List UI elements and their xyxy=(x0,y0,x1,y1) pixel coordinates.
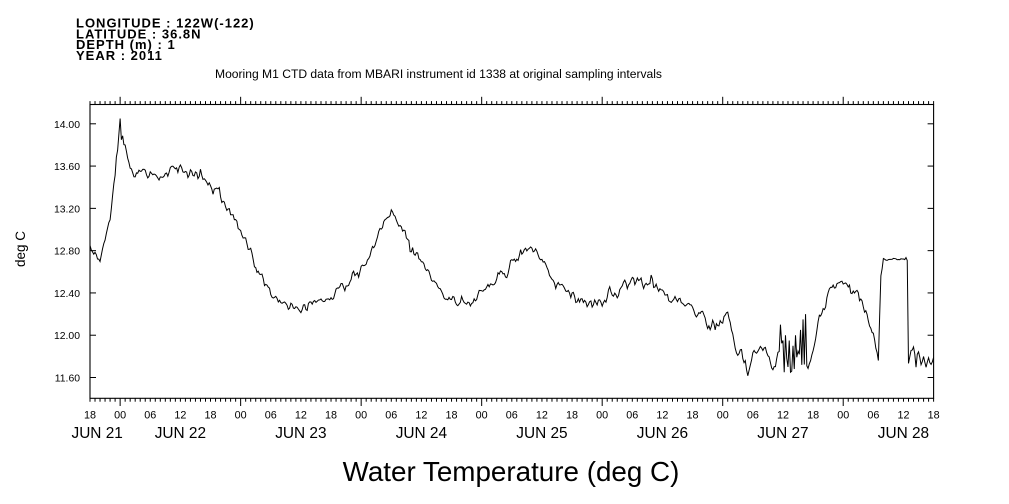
svg-text:06: 06 xyxy=(506,409,518,421)
svg-text:00: 00 xyxy=(476,409,488,421)
svg-text:JUN 27: JUN 27 xyxy=(757,425,808,442)
svg-text:Water Temperature (deg C): Water Temperature (deg C) xyxy=(343,456,680,487)
svg-text:06: 06 xyxy=(144,409,156,421)
svg-text:12: 12 xyxy=(536,409,548,421)
svg-text:12.80: 12.80 xyxy=(54,247,80,258)
svg-text:06: 06 xyxy=(867,409,879,421)
svg-text:06: 06 xyxy=(265,409,277,421)
svg-text:12.40: 12.40 xyxy=(54,289,80,300)
svg-text:18: 18 xyxy=(687,409,699,421)
svg-text:12: 12 xyxy=(415,409,427,421)
svg-text:18: 18 xyxy=(446,409,458,421)
svg-text:00: 00 xyxy=(355,409,367,421)
svg-text:13.60: 13.60 xyxy=(54,162,80,173)
svg-text:JUN 28: JUN 28 xyxy=(878,425,929,442)
svg-text:12.00: 12.00 xyxy=(54,331,80,342)
svg-text:JUN 26: JUN 26 xyxy=(637,425,688,442)
svg-text:11.60: 11.60 xyxy=(55,374,80,385)
svg-text:06: 06 xyxy=(626,409,638,421)
svg-text:12: 12 xyxy=(174,409,186,421)
svg-text:18: 18 xyxy=(928,409,940,421)
svg-text:18: 18 xyxy=(205,409,217,421)
svg-text:14.00: 14.00 xyxy=(54,120,80,131)
svg-text:Mooring M1 CTD data from MBARI: Mooring M1 CTD data from MBARI instrumen… xyxy=(215,67,662,81)
svg-text:06: 06 xyxy=(747,409,759,421)
svg-text:00: 00 xyxy=(596,409,608,421)
svg-text:12: 12 xyxy=(897,409,909,421)
svg-text:00: 00 xyxy=(235,409,247,421)
svg-text:JUN 21: JUN 21 xyxy=(72,425,123,442)
svg-text:JUN 23: JUN 23 xyxy=(275,425,326,442)
svg-text:13.20: 13.20 xyxy=(54,204,80,215)
svg-text:JUN 24: JUN 24 xyxy=(396,425,448,442)
svg-text:00: 00 xyxy=(837,409,849,421)
svg-text:YEAR : 2011: YEAR : 2011 xyxy=(76,48,163,63)
svg-text:00: 00 xyxy=(114,409,126,421)
svg-text:JUN 22: JUN 22 xyxy=(155,425,206,442)
svg-text:deg C: deg C xyxy=(13,231,28,267)
svg-text:12: 12 xyxy=(777,409,789,421)
svg-text:12: 12 xyxy=(656,409,668,421)
svg-text:18: 18 xyxy=(566,409,578,421)
svg-text:00: 00 xyxy=(717,409,729,421)
svg-text:18: 18 xyxy=(325,409,337,421)
svg-text:12: 12 xyxy=(295,409,307,421)
svg-text:18: 18 xyxy=(84,409,96,421)
svg-text:06: 06 xyxy=(385,409,397,421)
svg-text:18: 18 xyxy=(807,409,819,421)
svg-text:JUN 25: JUN 25 xyxy=(516,425,567,442)
